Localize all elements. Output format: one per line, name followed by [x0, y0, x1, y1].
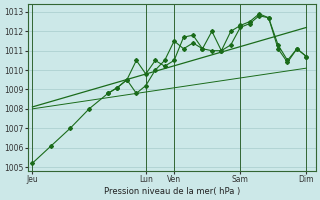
X-axis label: Pression niveau de la mer( hPa ): Pression niveau de la mer( hPa ) — [104, 187, 240, 196]
